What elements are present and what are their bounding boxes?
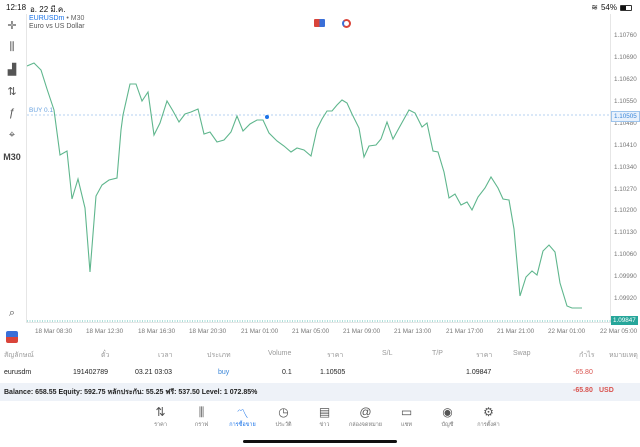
indicators-icon[interactable]: ▟ — [7, 63, 17, 76]
news-icon: ▤ — [318, 405, 331, 419]
timeframe-label: M30 — [70, 15, 85, 22]
market-status-icon[interactable] — [342, 19, 351, 28]
battery-percent: 54% — [600, 3, 617, 12]
buy-order-label[interactable]: BUY 0.1 — [29, 107, 54, 114]
chart-toolbar: ✛ ⫼ ▟ ⇅ ƒ ⌖ M30 — [0, 14, 24, 168]
shapes-icon[interactable]: ⌖ — [8, 128, 16, 141]
function-icon[interactable]: ƒ — [8, 107, 16, 119]
timeframe-button[interactable]: M30 — [3, 152, 21, 162]
nav-history[interactable]: ◷ ประวัติ — [275, 405, 292, 428]
currency: USD — [599, 387, 614, 394]
nav-chat[interactable]: ▭ แชท — [400, 405, 413, 428]
zoom-chart-icon[interactable]: ⌕ — [8, 306, 16, 319]
history-icon: ◷ — [278, 405, 289, 419]
chart-symbol-header[interactable]: EURUSDm • M30 Euro vs US Dollar — [29, 15, 85, 30]
nav-mailbox[interactable]: @ กล่องจดหมาย — [348, 405, 383, 428]
nav-trade[interactable]: 〽การซื้อขาย — [229, 407, 256, 428]
nav-account[interactable]: ◉ บัญชี — [441, 405, 454, 428]
position-row[interactable]: eurusdm 191402789 03.21 03:03 buy 0.1 1.… — [4, 369, 593, 376]
balance-bar: Balance: 658.55 Equity: 592.75 หลักประกั… — [0, 383, 640, 401]
trade-signal-icon[interactable] — [314, 19, 325, 27]
home-indicator[interactable] — [243, 440, 397, 443]
symbol-description: Euro vs US Dollar — [29, 23, 85, 30]
total-profit: -65.80 — [573, 387, 593, 394]
crosshair-icon[interactable]: ✛ — [7, 19, 17, 32]
nav-quotes[interactable]: ⇅ ราคา — [154, 405, 167, 428]
status-bar: 12:18 อ. 22 มี.ค. ≋ 54% — [0, 0, 640, 14]
one-click-trading-icon[interactable] — [6, 331, 18, 343]
trade-icon: 〽 — [236, 407, 249, 421]
bottom-nav: ⇅ ราคา ⫼ กราฟ 〽การซื้อขาย ◷ ประวัติ ▤ ข่าว @… — [140, 405, 509, 429]
balance-summary: Balance: 658.55 Equity: 592.75 หลักประกั… — [4, 389, 258, 396]
clock: 12:18 — [6, 3, 27, 12]
nav-chart[interactable]: ⫼ กราฟ — [194, 405, 209, 428]
order-price-tag: 1.10505 — [611, 111, 640, 122]
chat-icon: ▭ — [400, 405, 413, 419]
mailbox-icon: @ — [359, 405, 372, 419]
nav-news[interactable]: ▤ ข่าว — [318, 405, 331, 428]
table-header: สัญลักษณ์ ตั๋ว เวลา ประเภท Volume ราคา S… — [4, 350, 638, 359]
battery-icon — [620, 4, 632, 11]
current-price-tag: 1.09847 — [611, 316, 638, 325]
account-icon: ◉ — [442, 405, 453, 419]
wifi-icon: ≋ — [591, 3, 598, 12]
date: อ. 22 มี.ค. — [30, 5, 66, 14]
nav-settings[interactable]: ⚙ การตั้งค่า — [477, 405, 500, 428]
symbol-name[interactable]: EURUSDm — [29, 15, 65, 22]
quotes-icon: ⇅ — [155, 405, 166, 419]
objects-icon[interactable]: ⇅ — [7, 85, 17, 98]
settings-icon: ⚙ — [483, 405, 494, 419]
chart-type-icon[interactable]: ⫼ — [9, 40, 15, 53]
chart-icon: ⫼ — [198, 405, 205, 419]
price-chart[interactable] — [26, 14, 612, 323]
